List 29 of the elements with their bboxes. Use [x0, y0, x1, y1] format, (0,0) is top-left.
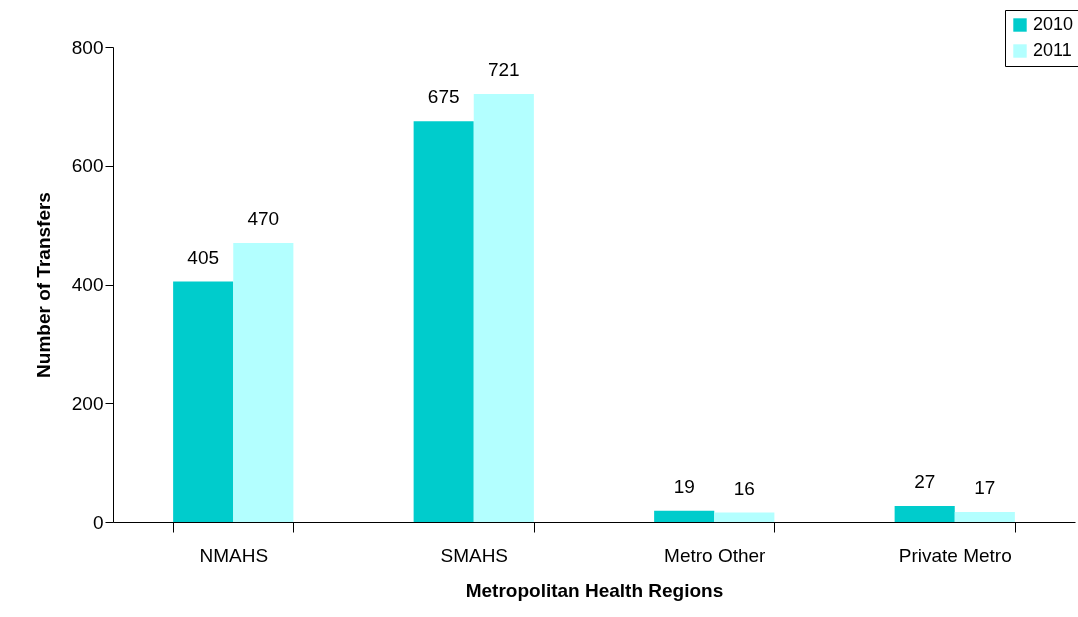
bar [894, 505, 955, 522]
legend-label: 2010 [1033, 14, 1074, 34]
bar [233, 242, 294, 522]
data-label: 27 [914, 470, 936, 492]
x-tick-label: Private Metro [898, 544, 1012, 566]
x-tick-label: NMAHS [199, 544, 269, 566]
data-label: 16 [733, 477, 755, 499]
y-tick-label: 400 [71, 274, 104, 295]
data-label: 721 [487, 58, 520, 80]
data-label: 470 [247, 207, 280, 229]
x-axis-title: Metropolitan Health Regions [465, 579, 724, 601]
bar [173, 281, 234, 522]
data-label: 675 [427, 86, 460, 108]
x-tick-label: Metro Other [664, 544, 767, 566]
bar [473, 93, 534, 522]
bar [714, 512, 775, 522]
data-label: 19 [673, 475, 695, 497]
x-tick-label: SMAHS [440, 544, 509, 566]
bar [654, 510, 715, 522]
y-tick-label: 600 [71, 155, 104, 177]
y-axis-title: Number of Transfers [32, 192, 54, 378]
y-tick-label: 800 [71, 36, 104, 58]
legend-label: 2011 [1033, 40, 1072, 60]
bar [413, 121, 474, 522]
data-label: 405 [187, 246, 220, 268]
data-label: 17 [974, 476, 996, 498]
y-tick-label: 0 [92, 511, 104, 533]
y-tick-label: 200 [71, 392, 104, 414]
bar [954, 511, 1015, 522]
